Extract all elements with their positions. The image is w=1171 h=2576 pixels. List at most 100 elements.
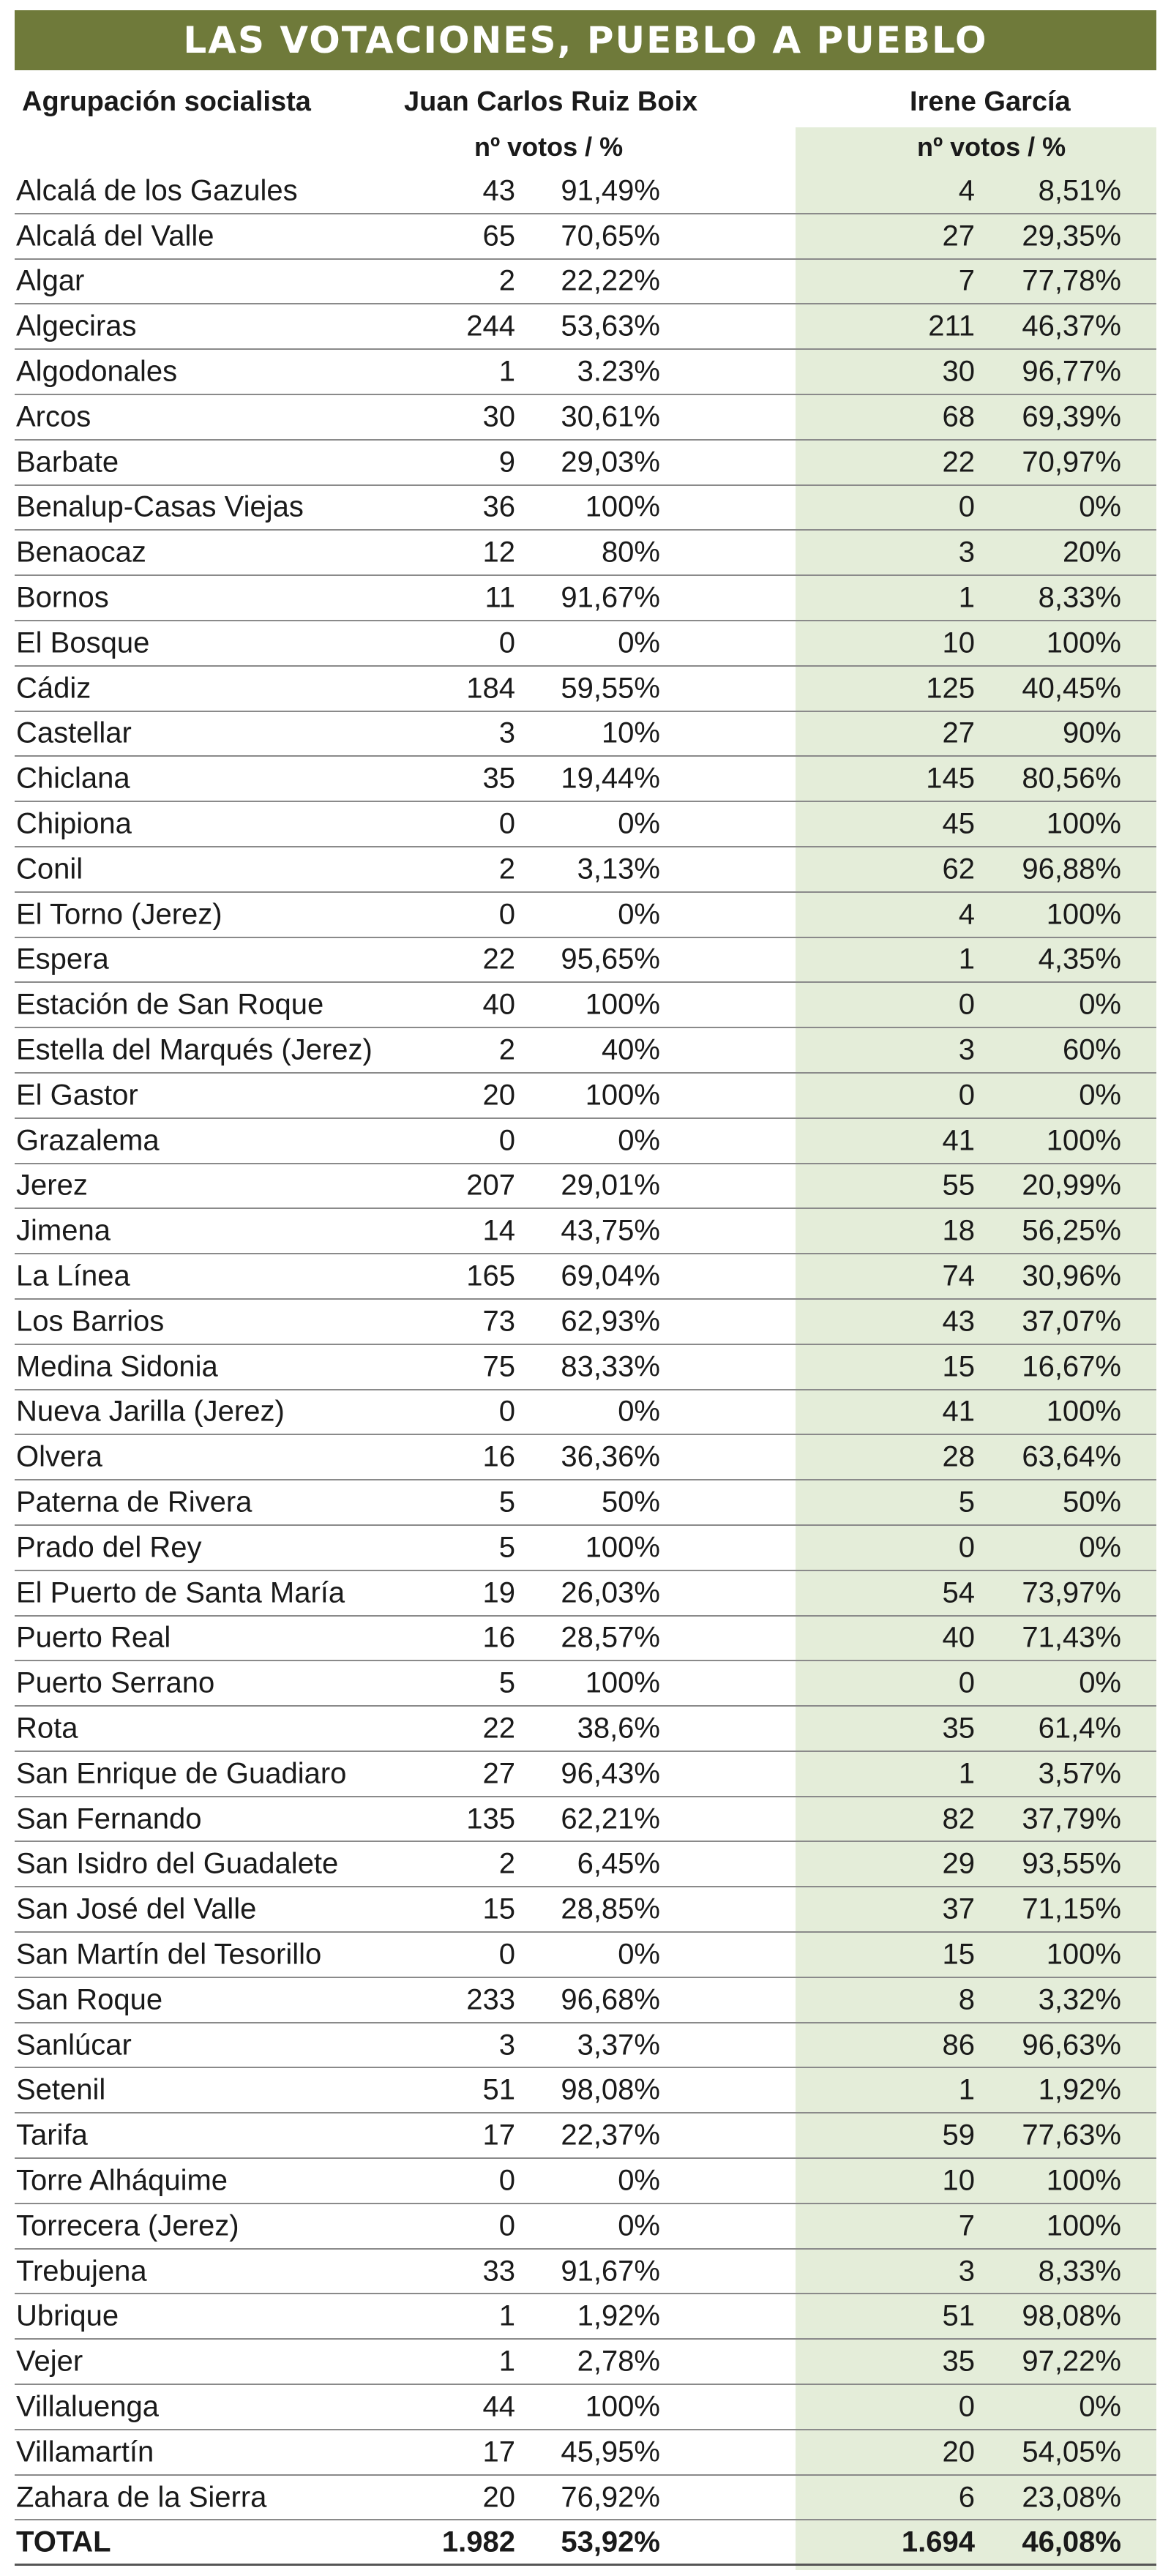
row-name: Algeciras [16, 310, 137, 342]
row-name: Torre Alháquime [16, 2164, 228, 2197]
row-votes-candidate-2: 40 [942, 1621, 976, 1654]
row-percent-candidate-1: 6,45% [577, 1847, 660, 1880]
table-row: Arcos 30 30,61% 68 69,39% [15, 395, 1156, 441]
row-votes-candidate-1: 1 [498, 2299, 515, 2332]
subheader-votes-1: nº votos / % [474, 132, 624, 162]
row-name: TOTAL [16, 2526, 111, 2558]
table-row: Tarifa 17 22,37% 59 77,63% [15, 2113, 1156, 2160]
row-percent-candidate-2: 60% [1062, 1033, 1121, 1066]
row-votes-candidate-1: 44 [482, 2390, 516, 2423]
row-percent-candidate-1: 45,95% [561, 2435, 660, 2468]
table-row: Algodonales 1 3.23% 30 96,77% [15, 350, 1156, 395]
row-percent-candidate-1: 95,65% [561, 943, 660, 976]
table-row: San Isidro del Guadalete 2 6,45% 29 93,55% [15, 1842, 1156, 1888]
row-name: Benaocaz [16, 536, 146, 569]
table-row: Benaocaz 12 80% 3 20% [15, 531, 1156, 577]
row-percent-candidate-2: 8,33% [1038, 581, 1121, 614]
row-percent-candidate-2: 73,97% [1022, 1576, 1121, 1609]
row-votes-candidate-1: 19 [482, 1576, 516, 1609]
row-percent-candidate-1: 100% [585, 988, 660, 1021]
row-votes-candidate-2: 82 [942, 1802, 976, 1835]
row-percent-candidate-2: 100% [1046, 2209, 1121, 2242]
row-percent-candidate-2: 0% [1079, 1531, 1121, 1564]
row-percent-candidate-2: 100% [1046, 2164, 1121, 2197]
row-name: El Torno (Jerez) [16, 898, 222, 931]
row-percent-candidate-1: 69,04% [561, 1259, 660, 1292]
row-votes-candidate-1: 73 [482, 1305, 516, 1338]
row-name: Chipiona [16, 807, 132, 840]
row-percent-candidate-1: 3,37% [577, 2029, 660, 2062]
row-percent-candidate-2: 0% [1079, 1079, 1121, 1112]
row-name: Jerez [16, 1169, 88, 1202]
table-row: Chipiona 0 0% 45 100% [15, 802, 1156, 847]
table-row: Torrecera (Jerez) 0 0% 7 100% [15, 2204, 1156, 2250]
row-percent-candidate-1: 70,65% [561, 220, 660, 252]
row-percent-candidate-2: 100% [1046, 626, 1121, 659]
row-percent-candidate-1: 100% [585, 2390, 660, 2423]
row-votes-candidate-2: 18 [942, 1214, 976, 1247]
row-votes-candidate-2: 15 [942, 1938, 976, 1971]
table-row: Sanlúcar 3 3,37% 86 96,63% [15, 2023, 1156, 2069]
row-percent-candidate-1: 43,75% [561, 1214, 660, 1247]
table-row: Puerto Real 16 28,57% 40 71,43% [15, 1617, 1156, 1662]
row-votes-candidate-2: 37 [942, 1892, 976, 1925]
row-percent-candidate-2: 100% [1046, 1938, 1121, 1971]
row-percent-candidate-2: 0% [1079, 490, 1121, 523]
row-percent-candidate-1: 38,6% [577, 1712, 660, 1745]
row-percent-candidate-2: 80,56% [1022, 762, 1121, 795]
row-percent-candidate-1: 0% [618, 2209, 660, 2242]
row-votes-candidate-1: 2 [498, 853, 515, 886]
row-percent-candidate-2: 3,57% [1038, 1757, 1121, 1790]
row-votes-candidate-1: 11 [485, 581, 515, 614]
row-name: Olvera [16, 1440, 102, 1473]
row-percent-candidate-1: 0% [618, 898, 660, 931]
row-percent-candidate-1: 100% [585, 490, 660, 523]
row-votes-candidate-2: 43 [942, 1305, 976, 1338]
row-percent-candidate-1: 96,43% [561, 1757, 660, 1790]
row-votes-candidate-1: 9 [498, 446, 515, 479]
row-votes-candidate-1: 33 [482, 2255, 516, 2288]
row-name: Grazalema [16, 1124, 160, 1157]
row-percent-candidate-2: 61,4% [1038, 1712, 1121, 1745]
table-row: Setenil 51 98,08% 1 1,92% [15, 2068, 1156, 2114]
row-votes-candidate-1: 27 [482, 1757, 516, 1790]
row-votes-candidate-2: 59 [942, 2119, 976, 2152]
table-row: Barbate 9 29,03% 22 70,97% [15, 441, 1156, 486]
row-votes-candidate-2: 0 [958, 1666, 975, 1699]
row-percent-candidate-1: 40% [601, 1033, 660, 1066]
row-votes-candidate-1: 1 [498, 355, 515, 388]
row-percent-candidate-2: 100% [1046, 807, 1121, 840]
row-percent-candidate-1: 0% [618, 807, 660, 840]
row-percent-candidate-1: 62,93% [561, 1305, 660, 1338]
row-percent-candidate-2: 1,92% [1038, 2073, 1121, 2106]
row-votes-candidate-1: 184 [466, 672, 515, 705]
table-row: Villaluenga 44 100% 0 0% [15, 2385, 1156, 2430]
row-name: El Bosque [16, 626, 150, 659]
row-name: Villamartín [16, 2435, 154, 2468]
row-percent-candidate-2: 77,78% [1022, 264, 1121, 297]
total-row: TOTAL 1.982 53,92% 1.694 46,08% [15, 2520, 1156, 2566]
row-name: Estación de San Roque [16, 988, 324, 1021]
row-percent-candidate-2: 4,35% [1038, 943, 1121, 976]
row-percent-candidate-2: 37,79% [1022, 1802, 1121, 1835]
row-votes-candidate-1: 51 [482, 2073, 516, 2106]
row-votes-candidate-2: 28 [942, 1440, 976, 1473]
row-percent-candidate-1: 0% [618, 1395, 660, 1428]
table-row: El Gastor 20 100% 0 0% [15, 1074, 1156, 1119]
row-votes-candidate-1: 1 [498, 2345, 515, 2378]
row-votes-candidate-2: 22 [942, 446, 976, 479]
row-percent-candidate-1: 28,85% [561, 1892, 660, 1925]
table-row: Vejer 1 2,78% 35 97,22% [15, 2340, 1156, 2386]
row-votes-candidate-2: 68 [942, 400, 976, 433]
row-votes-candidate-1: 2 [498, 1847, 515, 1880]
row-percent-candidate-2: 20% [1062, 536, 1121, 569]
row-percent-candidate-2: 100% [1046, 1395, 1121, 1428]
row-votes-candidate-1: 0 [498, 898, 515, 931]
row-percent-candidate-1: 26,03% [561, 1576, 660, 1609]
table-row: San Fernando 135 62,21% 82 37,79% [15, 1797, 1156, 1843]
row-votes-candidate-2: 41 [942, 1124, 976, 1157]
row-percent-candidate-1: 83,33% [561, 1350, 660, 1383]
row-percent-candidate-2: 63,64% [1022, 1440, 1121, 1473]
row-votes-candidate-2: 1.694 [901, 2526, 975, 2558]
row-votes-candidate-2: 0 [958, 1531, 975, 1564]
